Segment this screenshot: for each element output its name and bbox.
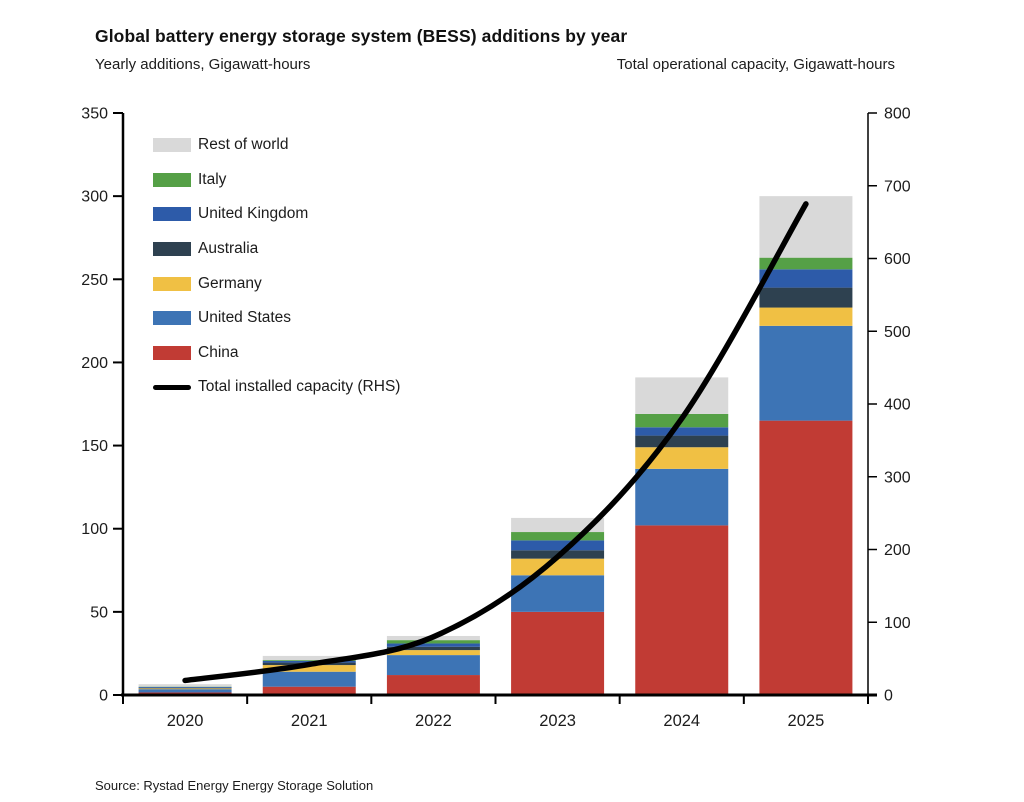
legend-item-australia: Australia <box>153 232 400 267</box>
bar-segment-united-kingdom-2023 <box>511 540 605 551</box>
legend-item-rest-of-world: Rest of world <box>153 128 400 163</box>
left-axis-tick-label: 250 <box>81 272 108 289</box>
left-axis-subtitle: Yearly additions, Gigawatt-hours <box>95 56 311 73</box>
left-axis-tick-label: 350 <box>81 106 108 123</box>
right-axis-tick-label: 800 <box>884 106 911 123</box>
bar-segment-italy-2023 <box>511 532 605 541</box>
bar-segment-united-kingdom-2022 <box>386 643 480 647</box>
total-installed-capacity-line <box>182 201 809 684</box>
left-axis-tick-label: 150 <box>81 438 108 455</box>
right-axis-tick-label: 700 <box>884 178 911 195</box>
bar-segment-united-states-2020 <box>138 689 232 693</box>
legend-item-china: China <box>153 336 400 371</box>
bar-segment-united-kingdom-2024 <box>635 427 729 436</box>
right-axis-tick-label: 600 <box>884 251 911 268</box>
chart-title: Global battery energy storage system (BE… <box>95 26 628 46</box>
legend-label: United States <box>198 309 292 327</box>
x-axis-label-2020: 2020 <box>167 712 204 730</box>
right-axis-tick-label: 0 <box>884 688 893 705</box>
legend-item-italy: Italy <box>153 163 400 198</box>
bar-segment-china-2021 <box>262 686 356 695</box>
legend-label: Rest of world <box>198 136 289 154</box>
legend-color-swatch <box>153 311 191 326</box>
bar-segment-china-2025 <box>759 420 853 695</box>
left-axis-tick-label: 100 <box>81 521 108 538</box>
bar-segment-germany-2023 <box>511 558 605 576</box>
right-axis-tick-label: 200 <box>884 542 911 559</box>
bar-segment-united-states-2021 <box>262 671 356 687</box>
bar-segment-italy-2022 <box>386 640 480 644</box>
bar-segment-germany-2022 <box>386 650 480 656</box>
right-axis-subtitle: Total operational capacity, Gigawatt-hou… <box>616 56 895 73</box>
bar-segment-china-2023 <box>511 611 605 695</box>
legend-color-swatch <box>153 276 191 291</box>
left-axis-tick-label: 300 <box>81 189 108 206</box>
bar-segment-rest-of-world-2023 <box>511 517 605 533</box>
x-axis-label-2024: 2024 <box>663 712 700 730</box>
right-axis-tick-label: 400 <box>884 397 911 414</box>
bar-segment-germany-2021 <box>262 665 356 672</box>
bar-segment-rest-of-world-2020 <box>138 684 232 687</box>
x-axis-label-2022: 2022 <box>415 712 452 730</box>
legend-item-united-kingdom: United Kingdom <box>153 197 400 232</box>
legend-label: Germany <box>198 274 262 292</box>
bar-segment-united-states-2025 <box>759 325 853 421</box>
bar-segment-germany-2025 <box>759 307 853 326</box>
bar-segment-germany-2020 <box>138 688 232 690</box>
legend-color-swatch <box>153 345 191 360</box>
legend-label: China <box>198 343 239 361</box>
legend-item-united-states: United States <box>153 301 400 336</box>
bar-segment-rest-of-world-2024 <box>635 377 729 414</box>
legend-label: Total installed capacity (RHS) <box>198 378 401 396</box>
right-axis-tick-label: 300 <box>884 469 911 486</box>
legend-label: Australia <box>198 240 259 258</box>
source-note: Source: Rystad Energy Energy Storage Sol… <box>95 778 374 793</box>
legend-label: Italy <box>198 170 227 188</box>
right-axis-tick-label: 500 <box>884 324 911 341</box>
left-axis-tick-label: 50 <box>90 604 108 621</box>
legend-item-total-installed-capacity-rhs-: Total installed capacity (RHS) <box>153 370 400 405</box>
legend-color-swatch <box>153 242 191 257</box>
bar-segment-australia-2022 <box>386 646 480 651</box>
legend-color-swatch <box>153 207 191 222</box>
legend-color-swatch <box>153 138 191 153</box>
bar-segment-united-kingdom-2020 <box>138 687 232 688</box>
x-axis-label-2021: 2021 <box>291 712 328 730</box>
right-axis-tick-label: 100 <box>884 615 911 632</box>
legend-line-swatch <box>153 384 191 390</box>
x-axis-label-2023: 2023 <box>539 712 576 730</box>
bar-segment-rest-of-world-2021 <box>262 655 356 661</box>
x-axis-label-2025: 2025 <box>788 712 825 730</box>
chart-legend: Rest of world Italy United Kingdom Australi… <box>153 128 400 405</box>
bar-segment-australia-2025 <box>759 287 853 308</box>
left-axis-tick-label: 0 <box>99 688 108 705</box>
left-axis-tick-label: 200 <box>81 355 108 372</box>
bar-segment-australia-2024 <box>635 435 729 448</box>
legend-label: United Kingdom <box>198 205 309 223</box>
bar-segment-italy-2021 <box>262 660 356 661</box>
bar-segment-china-2024 <box>635 525 729 695</box>
legend-color-swatch <box>153 172 191 187</box>
bar-segment-united-kingdom-2025 <box>759 269 853 288</box>
bar-segment-united-states-2022 <box>386 655 480 676</box>
bar-segment-united-states-2024 <box>635 468 729 526</box>
bar-segment-china-2022 <box>386 675 480 695</box>
bar-segment-italy-2025 <box>759 257 853 270</box>
legend-item-germany: Germany <box>153 266 400 301</box>
